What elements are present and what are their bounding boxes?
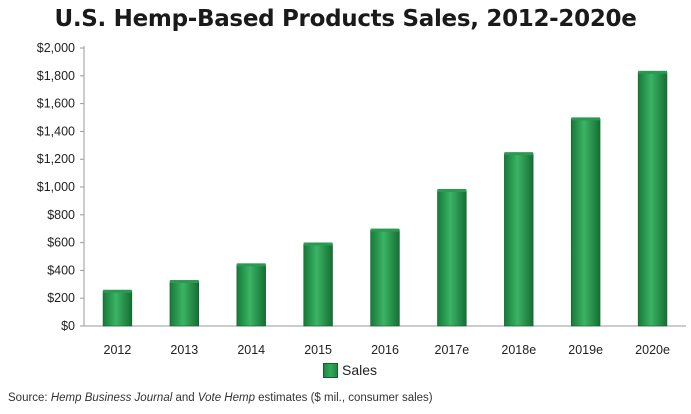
source-note: Source: Hemp Business Journal and Vote H… [8, 392, 433, 404]
bar-top-2020e [638, 70, 667, 74]
bar-2015 [303, 243, 333, 327]
bar-top-2014 [236, 263, 266, 267]
source-suffix: estimates ($ mil., consumer sales) [254, 392, 433, 404]
x-tick-label: 2012 [104, 343, 132, 357]
x-tick-label: 2016 [371, 343, 399, 357]
bar-top-2016 [370, 228, 400, 232]
x-axis-labels: 2012 2013 2014 2015 2016 2017e 2018e 2019e 2020e [104, 343, 670, 357]
x-tick-label: 2018e [501, 343, 536, 357]
y-tick-label: $1,400 [37, 124, 75, 138]
bar-2012 [102, 290, 133, 327]
bar-2013 [169, 281, 200, 327]
source-prefix: Source: [8, 392, 51, 404]
chart-title: U.S. Hemp-Based Products Sales, 2012-202… [54, 6, 637, 32]
bar-2016 [370, 229, 400, 327]
x-tick-label: 2020e [635, 343, 670, 357]
x-tick-label: 2014 [237, 343, 265, 357]
x-tick-label: 2015 [304, 343, 332, 357]
source-vote-hemp: Vote Hemp [197, 392, 255, 404]
bar-top-2015 [303, 242, 333, 246]
y-tick-label: $600 [47, 236, 75, 250]
bar-2019e [570, 118, 601, 327]
bar-top-2012 [103, 289, 132, 293]
bar-2020e [637, 72, 668, 327]
y-tick-label: $1,000 [37, 180, 75, 194]
bar-top-2019e [571, 117, 601, 121]
y-tick-label: $1,800 [37, 69, 75, 83]
bar-top-2017e [437, 188, 467, 192]
y-tick-label: $200 [47, 291, 75, 305]
y-tick-label: $2,000 [37, 41, 75, 55]
source-and: and [172, 392, 198, 404]
bar-2017e [437, 190, 467, 327]
y-axis-labels: $0 $200 $400 $600 $800 $1,000 $1,200 $1,400 $1,6… [37, 41, 75, 333]
source-journal: Hemp Business Journal [50, 392, 173, 404]
y-tick-label: $800 [47, 208, 75, 222]
bar-2014 [236, 264, 266, 327]
y-tick-label: $0 [61, 319, 75, 333]
chart-bars [102, 70, 668, 327]
legend-swatch [323, 362, 338, 378]
y-tick-label: $400 [47, 263, 75, 277]
bar-2018e [504, 153, 534, 327]
legend-label-sales: Sales [342, 362, 378, 378]
bar-top-2018e [504, 152, 534, 156]
x-tick-label: 2013 [170, 343, 198, 357]
y-tick-label: $1,600 [37, 97, 75, 111]
y-tick-label: $1,200 [37, 152, 75, 166]
chart-legend: Sales [323, 362, 377, 378]
x-tick-label: 2017e [435, 343, 470, 357]
bar-top-2013 [169, 280, 199, 284]
x-tick-label: 2019e [568, 343, 603, 357]
